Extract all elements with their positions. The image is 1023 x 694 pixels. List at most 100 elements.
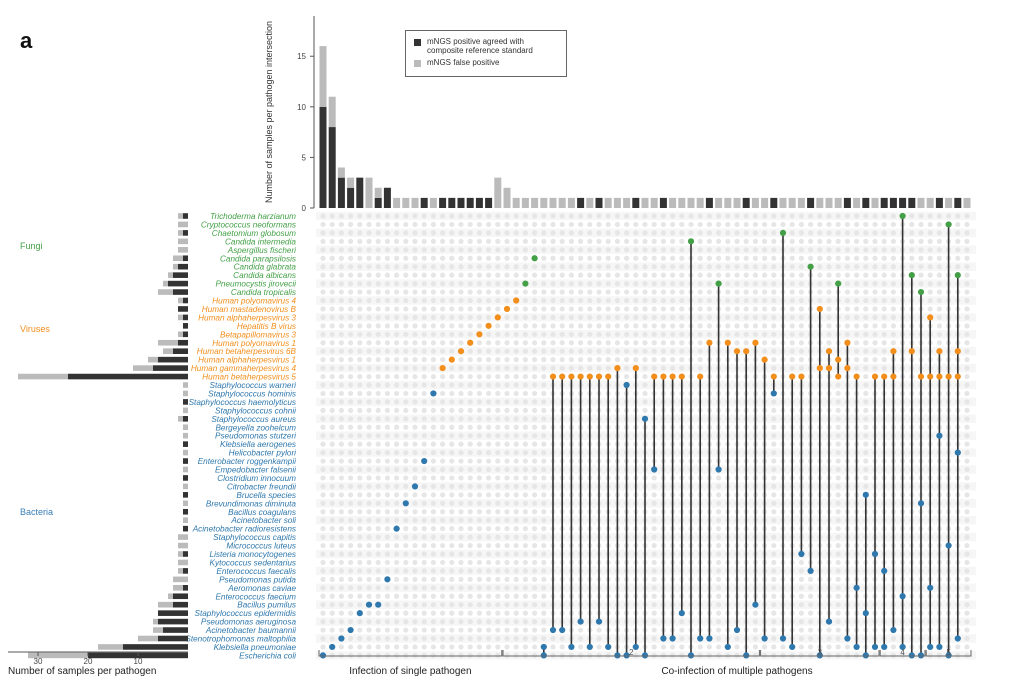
matrix-dot bbox=[587, 255, 593, 261]
pathogen-label: Pneumocystis jirovecii bbox=[215, 280, 296, 289]
matrix-dot bbox=[394, 230, 400, 236]
matrix-dot bbox=[403, 272, 409, 278]
matrix-dot bbox=[605, 331, 611, 337]
matrix-dot bbox=[430, 534, 436, 540]
matrix-dot bbox=[329, 365, 335, 371]
matrix-dot bbox=[375, 289, 381, 295]
matrix-dot bbox=[568, 238, 575, 244]
matrix-dot bbox=[329, 407, 335, 413]
matrix-dot bbox=[771, 399, 777, 405]
matrix-dot bbox=[522, 559, 529, 566]
pathogen-bar-true bbox=[158, 618, 188, 625]
matrix-dot bbox=[412, 652, 418, 659]
matrix-dot bbox=[854, 365, 860, 371]
matrix-dot bbox=[476, 238, 482, 244]
matrix-dot bbox=[458, 450, 464, 456]
matrix-dot bbox=[872, 213, 878, 219]
intersection-dot bbox=[697, 373, 704, 380]
matrix-dot bbox=[835, 247, 841, 253]
intersection-bar-false bbox=[613, 197, 621, 208]
matrix-dot bbox=[449, 559, 455, 566]
pathogen-label: Human betaherpesvirus 6B bbox=[197, 347, 297, 356]
matrix-dot bbox=[338, 593, 344, 599]
matrix-dot bbox=[476, 644, 482, 650]
matrix-dot bbox=[578, 247, 584, 253]
matrix-dot bbox=[697, 331, 703, 337]
matrix-dot bbox=[476, 255, 482, 261]
matrix-dot bbox=[366, 652, 372, 659]
matrix-dot bbox=[449, 399, 455, 405]
intersection-dot bbox=[798, 550, 805, 558]
matrix-dot bbox=[532, 357, 538, 363]
matrix-dot bbox=[375, 314, 381, 320]
matrix-dot bbox=[384, 652, 390, 659]
bracket-degree-number: 5 bbox=[946, 648, 951, 657]
intersection-bar-false bbox=[604, 197, 612, 208]
matrix-dot bbox=[357, 450, 363, 456]
matrix-dot bbox=[826, 230, 832, 236]
matrix-dot bbox=[624, 357, 630, 363]
matrix-dot bbox=[734, 221, 740, 228]
intersection-dot bbox=[816, 365, 823, 372]
matrix-dot bbox=[890, 314, 897, 320]
matrix-dot bbox=[403, 407, 409, 413]
matrix-dot bbox=[412, 390, 418, 397]
matrix-dot bbox=[578, 264, 584, 270]
matrix-dot bbox=[605, 357, 611, 363]
matrix-dot bbox=[522, 526, 529, 532]
matrix-dot bbox=[440, 357, 446, 363]
matrix-dot bbox=[458, 559, 464, 566]
matrix-dot bbox=[771, 576, 777, 582]
matrix-dot bbox=[651, 500, 657, 506]
matrix-dot bbox=[716, 585, 722, 591]
matrix-dot bbox=[421, 272, 427, 278]
matrix-dot bbox=[734, 247, 740, 253]
matrix-dot bbox=[513, 644, 519, 650]
matrix-dot bbox=[375, 365, 381, 371]
matrix-dot bbox=[633, 340, 639, 346]
matrix-dot bbox=[624, 238, 630, 244]
matrix-dot bbox=[394, 475, 400, 481]
matrix-dot bbox=[854, 331, 860, 337]
matrix-dot bbox=[844, 255, 851, 261]
intersection-dot bbox=[770, 390, 777, 397]
matrix-dot bbox=[412, 213, 418, 219]
intersection-dot bbox=[899, 643, 906, 651]
intersection-dot bbox=[503, 305, 511, 313]
matrix-dot bbox=[458, 644, 464, 650]
intersection-dot bbox=[724, 339, 731, 346]
top-y-tick-label: 5 bbox=[302, 153, 307, 162]
matrix-dot bbox=[660, 297, 667, 304]
pathogen-bar-false bbox=[158, 289, 173, 295]
matrix-dot bbox=[890, 281, 897, 287]
matrix-dot bbox=[486, 627, 492, 633]
matrix-dot bbox=[835, 542, 841, 549]
matrix-dot bbox=[798, 627, 805, 633]
matrix-dot bbox=[495, 585, 501, 591]
matrix-dot bbox=[421, 314, 427, 320]
matrix-dot bbox=[504, 340, 510, 346]
matrix-dot bbox=[504, 441, 510, 447]
matrix-dot bbox=[421, 433, 427, 439]
matrix-dot bbox=[550, 644, 556, 650]
pathogen-label: Staphylococcus capitis bbox=[213, 533, 296, 542]
matrix-dot bbox=[651, 492, 657, 498]
matrix-dot bbox=[412, 281, 418, 287]
matrix-dot bbox=[532, 652, 538, 659]
matrix-dot bbox=[716, 534, 722, 540]
matrix-dot bbox=[486, 365, 492, 371]
matrix-dot bbox=[541, 247, 547, 253]
matrix-dot bbox=[348, 433, 354, 439]
matrix-dot bbox=[706, 323, 713, 329]
matrix-dot bbox=[771, 475, 777, 481]
matrix-dot bbox=[605, 652, 611, 659]
pathogen-bar-false bbox=[178, 314, 183, 321]
matrix-dot bbox=[624, 331, 630, 337]
matrix-dot bbox=[421, 483, 427, 489]
matrix-dot bbox=[651, 619, 657, 625]
matrix-dot bbox=[476, 416, 482, 422]
matrix-dot bbox=[440, 306, 446, 312]
matrix-dot bbox=[522, 593, 529, 599]
pathogen-bar-false bbox=[168, 593, 173, 600]
matrix-dot bbox=[936, 297, 943, 304]
